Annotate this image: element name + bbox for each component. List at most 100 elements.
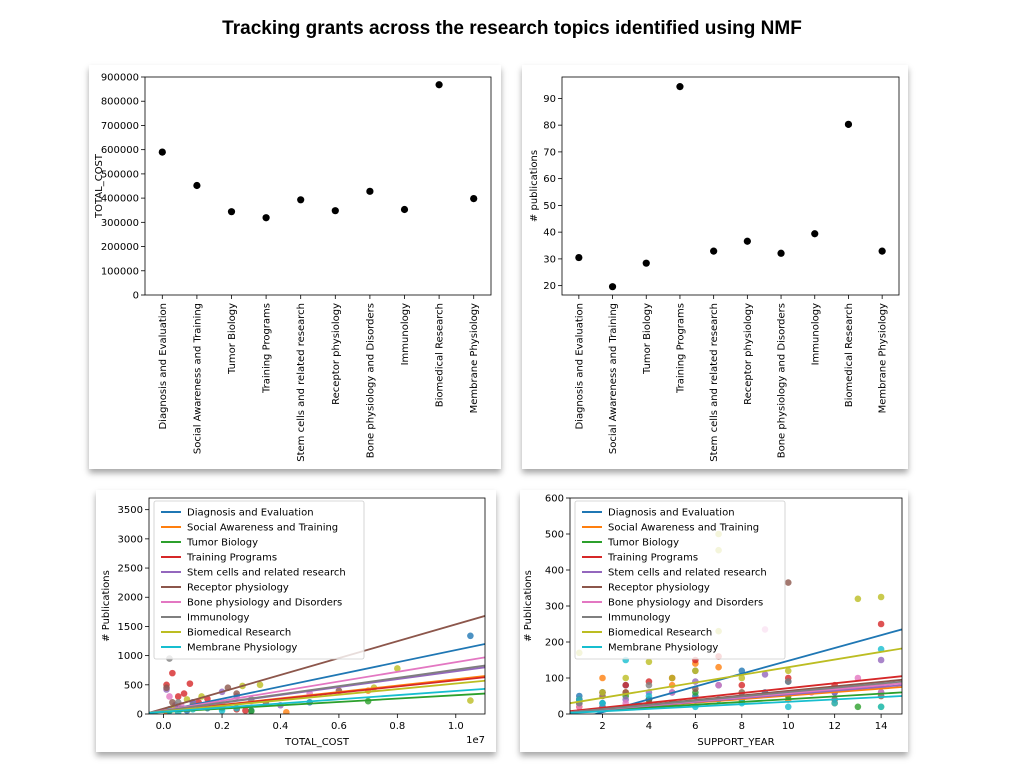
data-point bbox=[575, 253, 583, 262]
series-fit-line bbox=[149, 679, 485, 714]
plot-frame bbox=[561, 76, 900, 296]
data-point bbox=[784, 667, 792, 675]
y-tick-label: 1500 bbox=[118, 622, 143, 633]
x-tick-label: Immunology bbox=[400, 303, 411, 365]
legend-label: Biomedical Research bbox=[187, 628, 291, 639]
chart-total-cost-by-topic: 0 100000 200000 300000 400000 500000 600000 700… bbox=[94, 73, 492, 462]
chart-panel-year-vs-publications: 0 100 200 300 400 500 600 2 4 6 8 10 12 14 SUPPORT_YEA… bbox=[520, 490, 908, 752]
y-tick-label: 3500 bbox=[118, 505, 143, 516]
y-tick-label: 300 bbox=[545, 602, 564, 613]
data-point bbox=[811, 230, 819, 238]
legend-label: Training Programs bbox=[607, 553, 698, 564]
data-point bbox=[470, 194, 478, 203]
data-point bbox=[692, 667, 699, 675]
legend-label: Social Awareness and Training bbox=[187, 523, 338, 534]
page-title: Tracking grants across the research topi… bbox=[222, 18, 802, 39]
data-point bbox=[242, 707, 249, 714]
series-fit-line bbox=[570, 691, 902, 714]
series-fit-line bbox=[570, 695, 902, 714]
data-point bbox=[247, 707, 255, 714]
x-tick-label: Immunology bbox=[810, 303, 821, 365]
chart-panel-publications: 20 30 40 50 60 70 80 90 Diagnosis and Evaluation… bbox=[522, 65, 908, 469]
y-tick-label: 3000 bbox=[118, 534, 143, 545]
data-point bbox=[784, 579, 792, 586]
plot-frame bbox=[144, 76, 492, 296]
y-tick-label: 400 bbox=[545, 566, 564, 577]
legend-box bbox=[574, 500, 786, 660]
legend-label: Stem cells and related research bbox=[187, 568, 346, 579]
data-point bbox=[467, 632, 474, 640]
data-point bbox=[174, 693, 182, 700]
series-fit-line bbox=[149, 664, 485, 714]
legend-label: Receptor physiology bbox=[608, 583, 710, 594]
x-tick-label: Stem cells and related research bbox=[709, 303, 720, 462]
x-tick-label: Membrane Physiology bbox=[469, 303, 480, 413]
x-tick-label: 14 bbox=[875, 721, 888, 732]
data-point bbox=[622, 681, 630, 689]
x-tick-label: Tumor Biology bbox=[227, 303, 238, 375]
x-tick-label: Training Programs bbox=[675, 303, 686, 394]
y-tick-label: 1000 bbox=[118, 651, 143, 662]
series-fit-line bbox=[570, 647, 902, 705]
y-tick-label: 80 bbox=[543, 121, 556, 132]
data-point bbox=[599, 674, 606, 682]
data-point bbox=[715, 663, 722, 671]
data-point bbox=[854, 703, 862, 711]
x-axis-label: SUPPORT_YEAR bbox=[697, 737, 774, 748]
y-axis-label: # publications bbox=[529, 150, 540, 222]
data-point bbox=[599, 699, 606, 707]
x-tick-label: Training Programs bbox=[262, 303, 273, 394]
x-tick-label: 0.2 bbox=[214, 721, 230, 732]
chart-publications-vs-total-cost: 0 500 1000 1500 2000 2500 3000 3500 0.0 0.2 0.4 0.6… bbox=[101, 497, 486, 748]
series-fit-line bbox=[570, 680, 902, 714]
legend-label: Bone physiology and Disorders bbox=[187, 598, 342, 609]
y-tick-label: 70 bbox=[543, 147, 556, 158]
data-point bbox=[262, 214, 270, 222]
data-point bbox=[227, 208, 236, 216]
x-tick-label: 6 bbox=[692, 721, 698, 732]
y-tick-label: 200 bbox=[545, 638, 564, 649]
x-tick-label: 2 bbox=[599, 721, 605, 732]
y-axis-label: # Publications bbox=[101, 570, 112, 642]
data-point bbox=[777, 249, 785, 257]
data-point bbox=[394, 665, 401, 672]
data-point bbox=[642, 259, 650, 267]
x-tick-label: 0.6 bbox=[331, 721, 347, 732]
x-tick-label: Receptor physiology bbox=[331, 303, 342, 405]
data-point bbox=[163, 684, 170, 692]
y-tick-label: 500000 bbox=[101, 169, 139, 180]
data-point bbox=[854, 674, 862, 682]
data-point bbox=[622, 674, 630, 682]
legend-label: Stem cells and related research bbox=[608, 568, 767, 579]
data-point bbox=[877, 620, 885, 628]
y-tick-label: 600000 bbox=[101, 145, 139, 156]
data-point bbox=[158, 148, 166, 156]
x-tick-label: 4 bbox=[646, 721, 652, 732]
data-point bbox=[166, 693, 173, 700]
legend-label: Immunology bbox=[608, 613, 670, 624]
data-point bbox=[738, 681, 746, 689]
data-point bbox=[645, 681, 653, 689]
data-point bbox=[761, 671, 769, 678]
legend-label: Membrane Physiology bbox=[187, 643, 297, 654]
legend-label: Diagnosis and Evaluation bbox=[187, 508, 314, 519]
x-tick-label: Biomedical Research bbox=[435, 303, 446, 407]
data-point bbox=[599, 689, 606, 696]
data-point bbox=[186, 680, 194, 687]
data-point bbox=[854, 595, 862, 603]
data-point bbox=[844, 120, 853, 128]
data-point bbox=[784, 678, 792, 685]
y-tick-label: 900000 bbox=[101, 73, 139, 84]
series-fit-line bbox=[149, 615, 485, 714]
legend-label: Social Awareness and Training bbox=[608, 523, 759, 534]
x-tick-label: Bone physiology and Disorders bbox=[777, 303, 788, 458]
x-tick-label: 0.8 bbox=[389, 721, 405, 732]
x-tick-label: 0.4 bbox=[273, 721, 289, 732]
data-point bbox=[710, 247, 718, 255]
legend-label: Bone physiology and Disorders bbox=[608, 598, 763, 609]
y-axis-label: # Publications bbox=[523, 570, 534, 642]
data-point bbox=[435, 81, 443, 89]
y-tick-label: 90 bbox=[543, 94, 556, 105]
data-point bbox=[400, 205, 409, 214]
y-tick-label: 300000 bbox=[101, 218, 139, 229]
